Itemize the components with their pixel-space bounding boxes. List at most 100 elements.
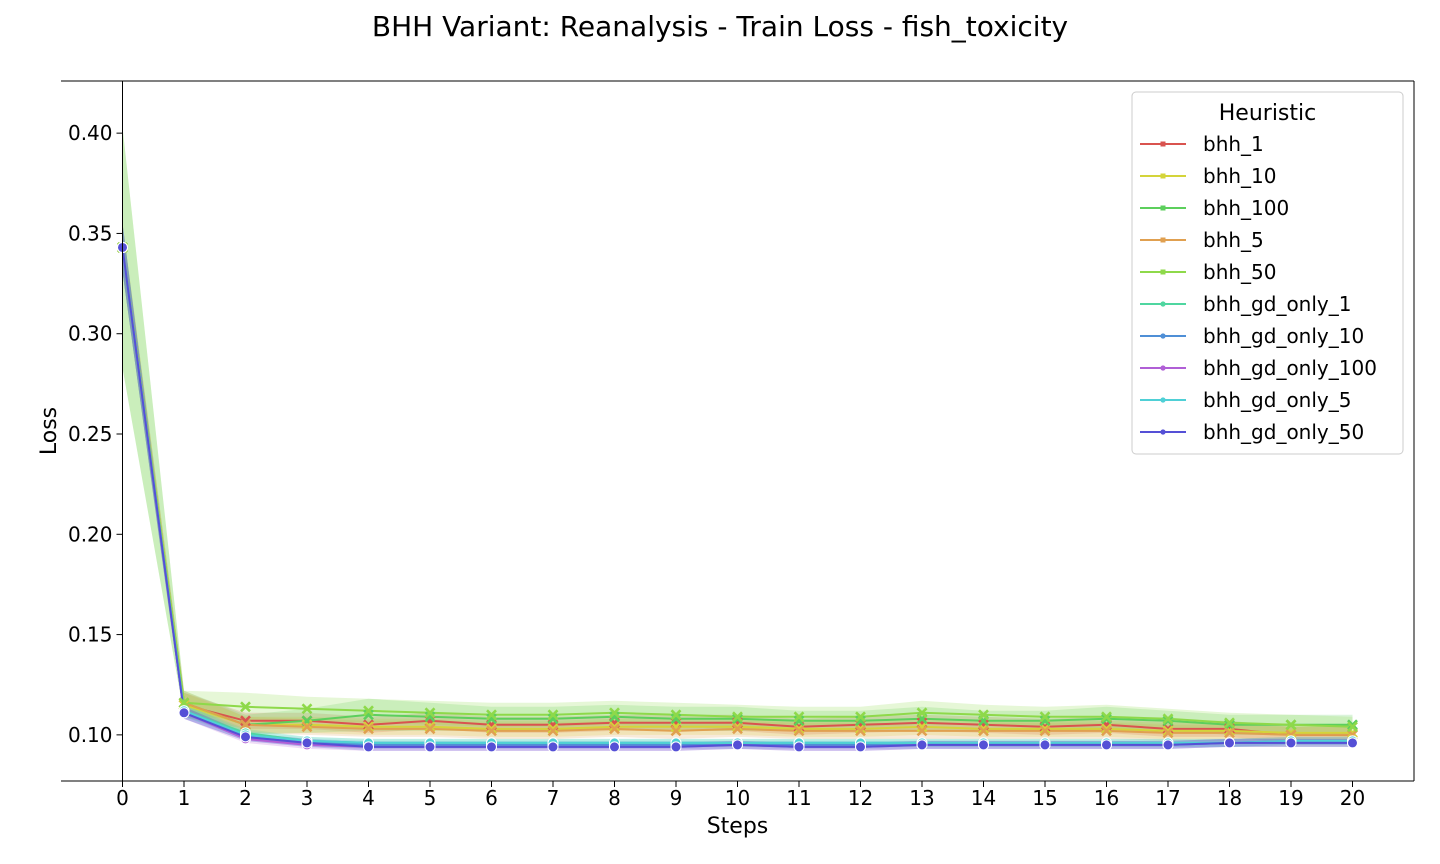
legend-label-bhh-gd-only-50: bhh_gd_only_50 xyxy=(1203,420,1364,444)
point-bhh-100 xyxy=(1101,713,1112,725)
point-bhh-10 xyxy=(793,723,805,735)
point-bhh-100 xyxy=(793,715,805,727)
legend-label-bhh-1: bhh_1 xyxy=(1203,132,1264,156)
point-bhh-gd-only-50 xyxy=(424,741,436,753)
point-bhh-1 xyxy=(670,717,682,729)
point-bhh-10 xyxy=(732,721,743,733)
y-tick-label: 0.10 xyxy=(68,723,113,747)
point-bhh-10 xyxy=(670,721,682,733)
x-tick-label: 4 xyxy=(362,786,375,810)
legend-marker-bhh-1 xyxy=(1160,141,1166,147)
point-bhh-10 xyxy=(978,723,989,735)
point-bhh-10 xyxy=(1162,725,1174,737)
point-bhh-10 xyxy=(301,719,313,731)
point-bhh-10 xyxy=(1039,723,1051,735)
point-bhh-5 xyxy=(855,725,866,737)
point-bhh-5 xyxy=(301,721,313,733)
point-bhh-gd-only-50 xyxy=(301,737,313,749)
point-bhh-1 xyxy=(240,715,251,727)
x-tick-label: 2 xyxy=(239,786,252,810)
y-axis-label: Loss xyxy=(37,407,62,455)
point-bhh-gd-only-50 xyxy=(1039,739,1051,751)
legend-box xyxy=(1131,91,1404,455)
point-bhh-5 xyxy=(793,725,805,737)
point-bhh-10 xyxy=(1101,723,1112,735)
x-tick-label: 19 xyxy=(1278,786,1303,810)
legend: Heuristic bhh_1 bhh_10 bhh_100 bhh_5 bhh_50bh… xyxy=(1131,91,1404,455)
point-bhh-100 xyxy=(855,715,866,727)
point-bhh-50 xyxy=(1039,711,1051,723)
point-bhh-50 xyxy=(1162,713,1174,725)
x-tick-label: 0 xyxy=(116,786,129,810)
point-bhh-gd-only-50 xyxy=(1101,739,1112,751)
x-tick-label: 8 xyxy=(608,786,621,810)
point-bhh-50 xyxy=(1224,717,1235,729)
point-bhh-100 xyxy=(1347,719,1358,731)
x-axis-label: Steps xyxy=(707,814,769,839)
point-bhh-50 xyxy=(670,709,682,721)
point-bhh-100 xyxy=(1162,715,1174,727)
point-bhh-50 xyxy=(486,709,497,721)
point-bhh-5 xyxy=(1162,727,1174,739)
point-bhh-50 xyxy=(301,703,313,715)
point-bhh-1 xyxy=(363,719,374,731)
point-bhh-100 xyxy=(732,713,743,725)
legend-label-bhh-5: bhh_5 xyxy=(1203,228,1264,252)
point-bhh-50 xyxy=(363,705,374,717)
x-tick-label: 16 xyxy=(1094,786,1119,810)
point-bhh-10 xyxy=(609,721,620,733)
x-tick-label: 9 xyxy=(670,786,683,810)
x-tick-label: 1 xyxy=(178,786,191,810)
point-bhh-5 xyxy=(240,719,251,731)
point-bhh-5 xyxy=(1101,725,1112,737)
point-bhh-100 xyxy=(424,711,436,723)
point-bhh-1 xyxy=(916,717,928,729)
legend-marker-bhh-100 xyxy=(1160,205,1166,211)
point-bhh-gd-only-50 xyxy=(1347,737,1358,749)
legend-label-bhh-gd-only-5: bhh_gd_only_5 xyxy=(1203,388,1351,412)
point-bhh-5 xyxy=(670,725,682,737)
x-tick-label: 6 xyxy=(485,786,498,810)
point-bhh-gd-only-50 xyxy=(732,739,743,751)
legend-marker-bhh-10 xyxy=(1160,173,1166,179)
point-bhh-100 xyxy=(670,713,682,725)
point-bhh-5 xyxy=(916,725,928,737)
point-bhh-50 xyxy=(178,697,190,709)
point-bhh-5 xyxy=(732,723,743,735)
legend-label-bhh-gd-only-10: bhh_gd_only_10 xyxy=(1203,324,1364,348)
point-bhh-50 xyxy=(1101,711,1112,723)
x-tick-label: 5 xyxy=(424,786,437,810)
y-tick-label: 0.15 xyxy=(68,623,113,647)
x-tick-label: 12 xyxy=(848,786,873,810)
point-bhh-5 xyxy=(1039,725,1051,737)
point-bhh-gd-only-50 xyxy=(363,741,374,753)
x-tick-label: 17 xyxy=(1155,786,1180,810)
series-markers xyxy=(117,241,1358,753)
point-bhh-100 xyxy=(363,709,374,721)
point-bhh-100 xyxy=(1039,715,1051,727)
point-bhh-50 xyxy=(732,711,743,723)
legend-marker-bhh-gd-only-100 xyxy=(1160,365,1166,371)
x-tick-label: 18 xyxy=(1217,786,1242,810)
point-bhh-gd-only-50 xyxy=(978,739,989,751)
point-bhh-gd-only-50 xyxy=(1162,739,1174,751)
legend-marker-bhh-gd-only-50 xyxy=(1160,429,1166,435)
point-bhh-100 xyxy=(486,713,497,725)
legend-label-bhh-gd-only-100: bhh_gd_only_100 xyxy=(1203,356,1377,380)
x-tick-label: 20 xyxy=(1340,786,1365,810)
legend-marker-bhh-50 xyxy=(1160,269,1166,275)
legend-marker-bhh-gd-only-5 xyxy=(1160,397,1166,403)
legend-label-bhh-gd-only-1: bhh_gd_only_1 xyxy=(1203,292,1351,316)
x-tick-label: 10 xyxy=(725,786,750,810)
x-tick-label: 7 xyxy=(547,786,560,810)
point-bhh-gd-only-50 xyxy=(855,741,866,753)
legend-marker-bhh-gd-only-10 xyxy=(1160,333,1166,339)
point-bhh-50 xyxy=(855,711,866,723)
point-bhh-gd-only-50 xyxy=(178,707,190,719)
point-bhh-10 xyxy=(486,723,497,735)
legend-label-bhh-10: bhh_10 xyxy=(1203,164,1277,188)
axes: 0 1 2 3 4 5 6 7 8 9 10 11 12 13 14 15 16 17 18 19 200.100.15… xyxy=(37,80,1415,839)
point-bhh-50 xyxy=(978,709,989,721)
point-bhh-10 xyxy=(424,721,436,733)
point-bhh-5 xyxy=(424,723,436,735)
